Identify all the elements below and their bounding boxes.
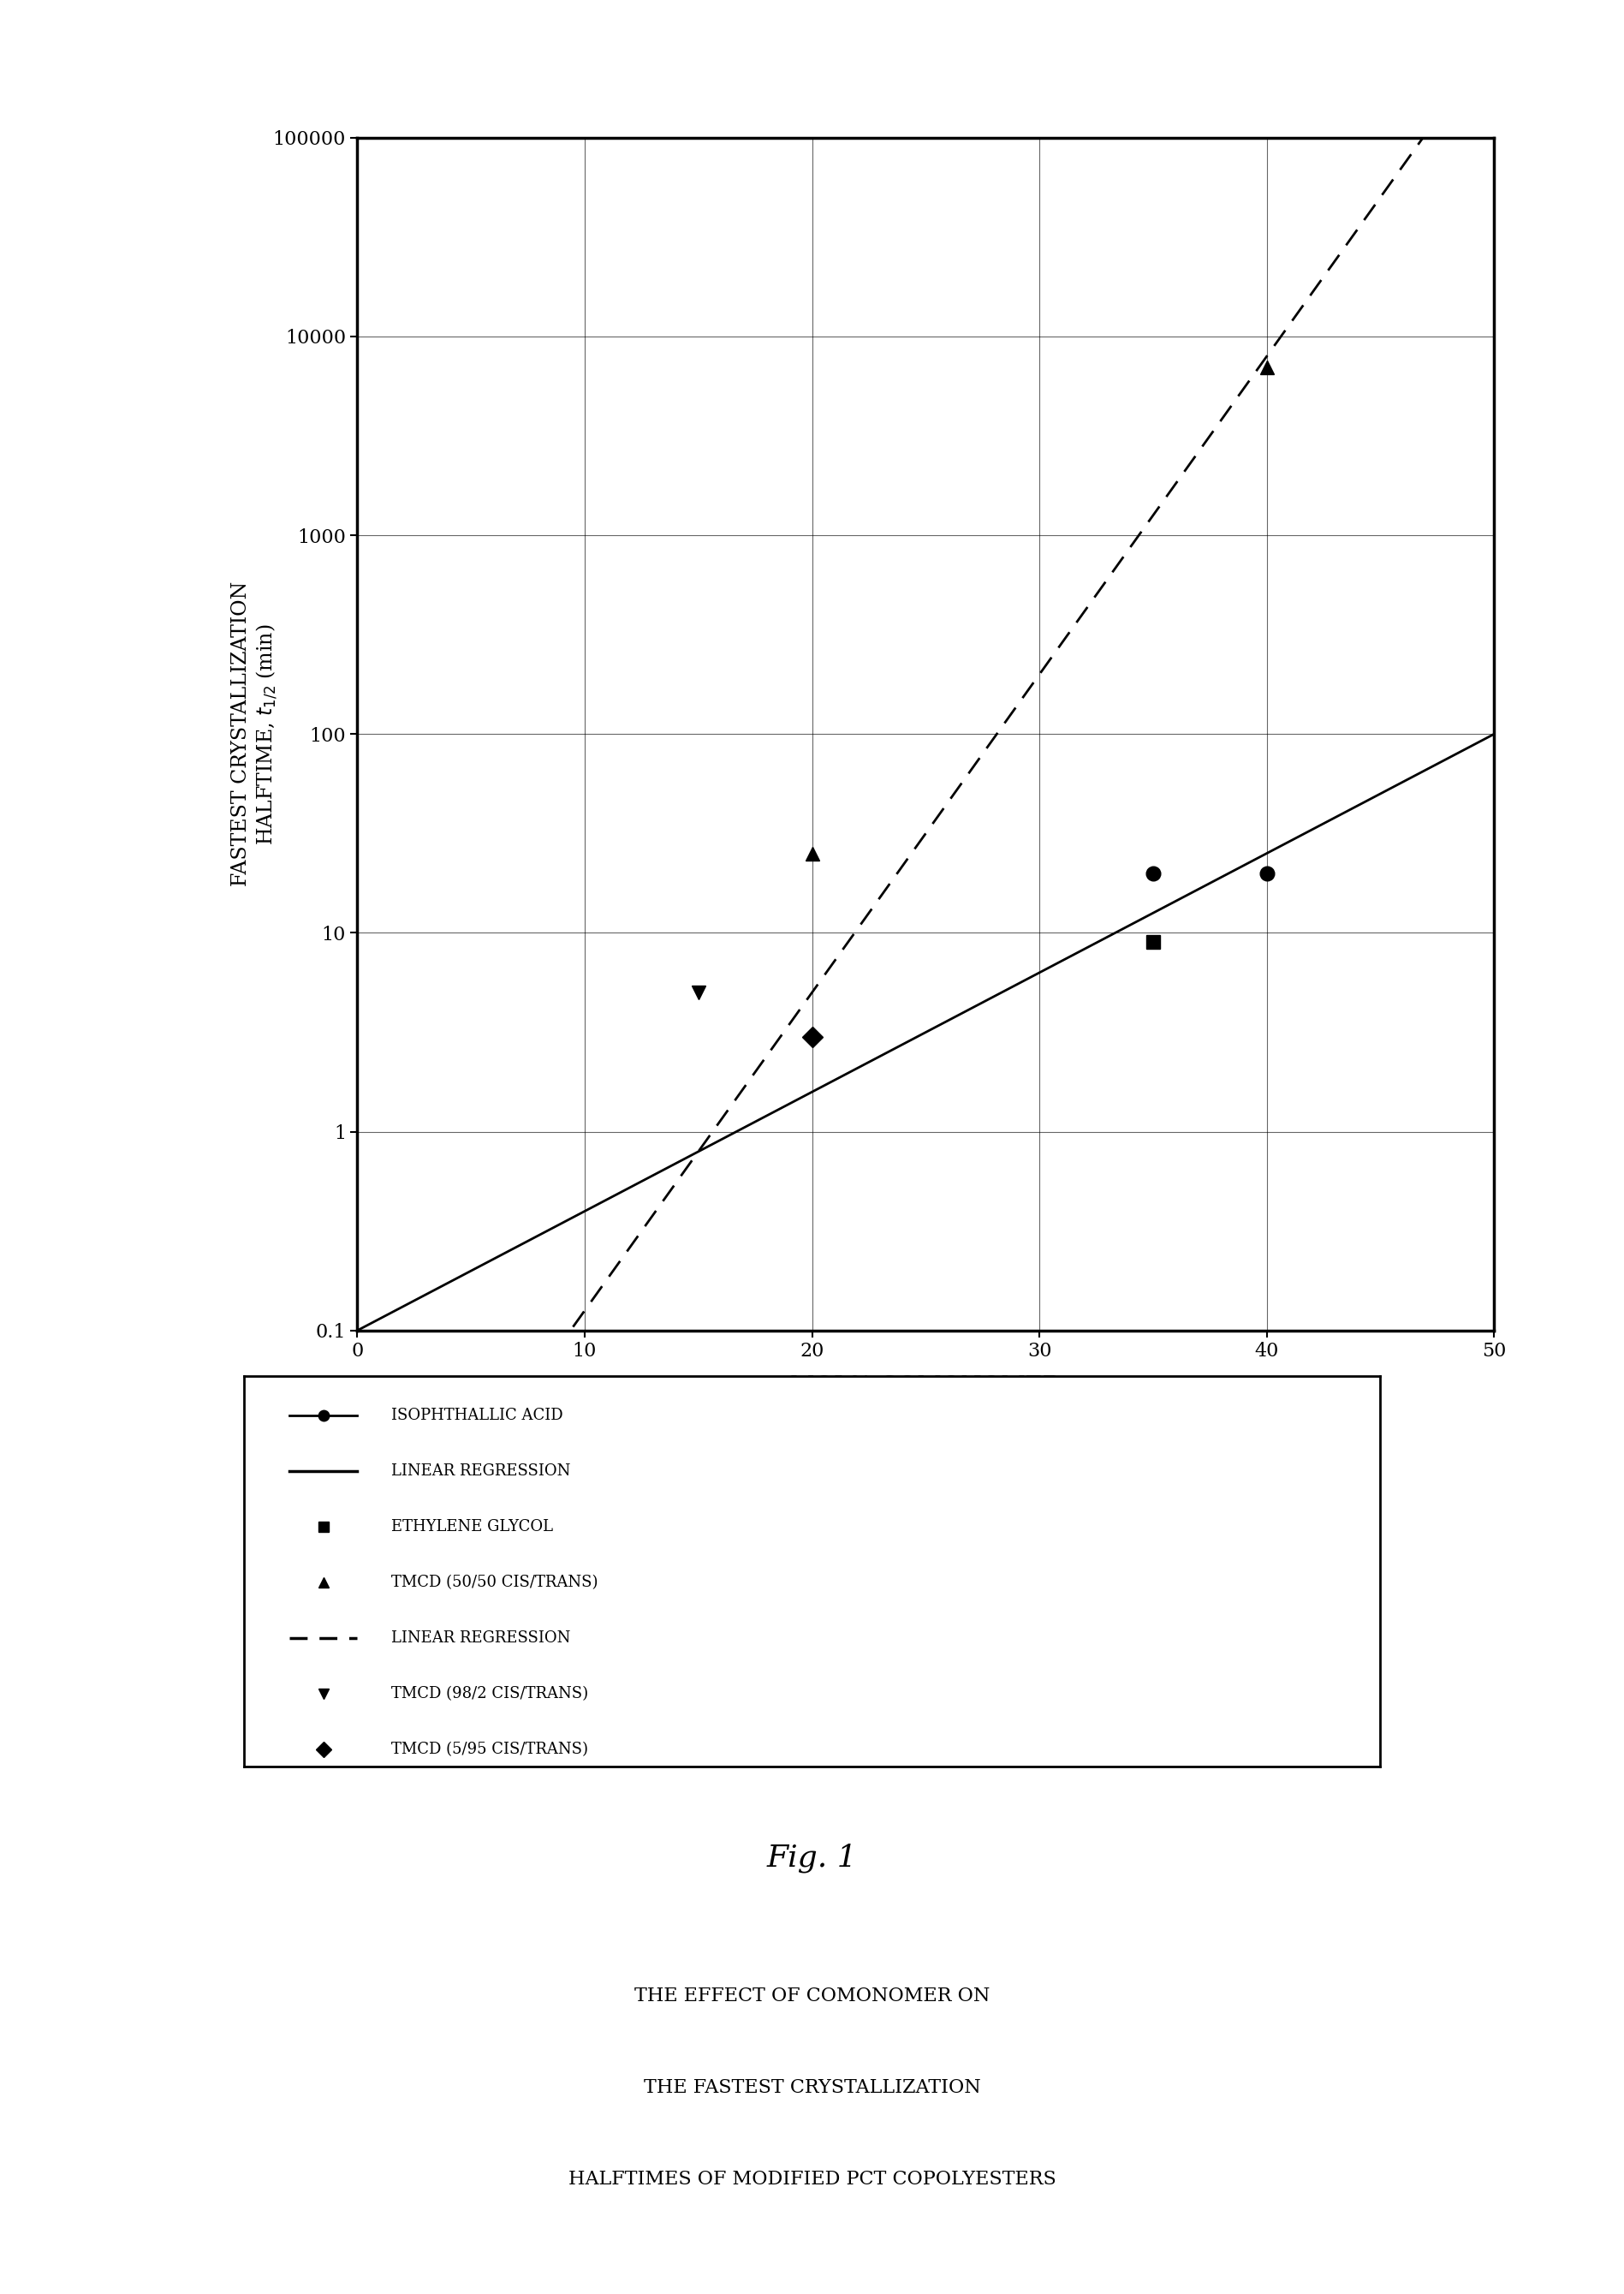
- X-axis label: MOL% COMONOMER: MOL% COMONOMER: [791, 1374, 1060, 1397]
- Text: LINEAR REGRESSION: LINEAR REGRESSION: [391, 1631, 570, 1647]
- Text: Fig. 1: Fig. 1: [767, 1844, 857, 1872]
- Text: TMCD (50/50 CIS/TRANS): TMCD (50/50 CIS/TRANS): [391, 1574, 598, 1590]
- Text: TMCD (5/95 CIS/TRANS): TMCD (5/95 CIS/TRANS): [391, 1741, 588, 1757]
- Text: HALFTIMES OF MODIFIED PCT COPOLYESTERS: HALFTIMES OF MODIFIED PCT COPOLYESTERS: [568, 2170, 1056, 2188]
- Text: THE FASTEST CRYSTALLIZATION: THE FASTEST CRYSTALLIZATION: [643, 2078, 981, 2097]
- Text: TMCD (98/2 CIS/TRANS): TMCD (98/2 CIS/TRANS): [391, 1686, 588, 1702]
- Text: ISOPHTHALLIC ACID: ISOPHTHALLIC ACID: [391, 1409, 564, 1422]
- Text: LINEAR REGRESSION: LINEAR REGRESSION: [391, 1464, 570, 1480]
- Y-axis label: FASTEST CRYSTALLIZATION
HALFTIME, $t_{1/2}$ (min): FASTEST CRYSTALLIZATION HALFTIME, $t_{1/…: [232, 583, 279, 885]
- Text: ETHYLENE GLYCOL: ETHYLENE GLYCOL: [391, 1519, 554, 1535]
- Text: THE EFFECT OF COMONOMER ON: THE EFFECT OF COMONOMER ON: [635, 1987, 989, 2005]
